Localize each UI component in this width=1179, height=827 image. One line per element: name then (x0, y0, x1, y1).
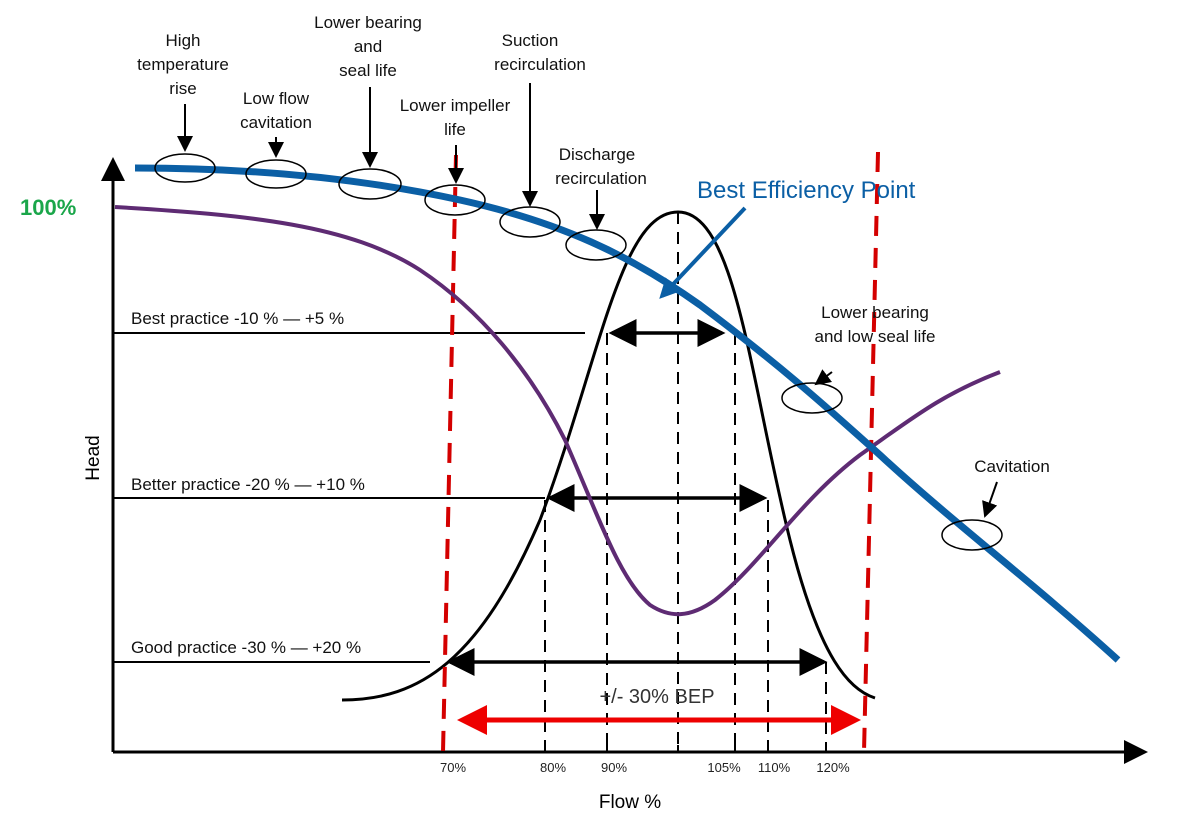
x-tick-label: 105% (707, 760, 741, 775)
x-tick-label: 110% (758, 760, 791, 775)
better-practice-label: Better practice -20 % — +10 % (131, 475, 365, 494)
best-practice-label: Best practice -10 % — +5 % (131, 309, 344, 328)
x-tick-label: 120% (816, 760, 850, 775)
annotation-lower-impeller-life: Lower impeller life (400, 96, 511, 139)
head-curve (134, 164, 1121, 663)
annotation-arrows (177, 83, 998, 518)
annotation-discharge-recirculation: Discharge recirculation (555, 145, 647, 188)
annotation-lower-bearing-seal-life: Lower bearing and seal life (314, 13, 422, 80)
annotation-lower-bearing-low-seal-life: Lower bearing and low seal life (815, 303, 936, 346)
y-axis-label: Head (83, 435, 104, 480)
annotation-suction-recirculation: Suction recirculation (494, 31, 586, 74)
reliability-curve (114, 205, 1001, 617)
annotation-cavitation: Cavitation (974, 457, 1050, 476)
bep-arrow (659, 206, 747, 299)
low-flow-limit-line (441, 154, 458, 753)
bep-label: Best Efficiency Point (697, 177, 916, 204)
high-flow-limit-line (862, 151, 880, 753)
x-axis-label: Flow % (599, 792, 661, 813)
problem-zone-markers (154, 153, 1003, 551)
efficiency-bell-curve (341, 210, 876, 702)
annotation-high-temperature-rise: High temperature rise (137, 31, 229, 98)
y-reference-label: 100% (20, 195, 76, 220)
bep-range-label: +/- 30% BEP (599, 686, 714, 708)
x-tick-label: 70% (440, 760, 466, 775)
good-practice-label: Good practice -30 % — +20 % (131, 638, 361, 657)
annotation-low-flow-cavitation: Low flow cavitation (240, 89, 312, 132)
x-tick-label: 80% (540, 760, 566, 775)
x-tick-label: 90% (601, 760, 627, 775)
